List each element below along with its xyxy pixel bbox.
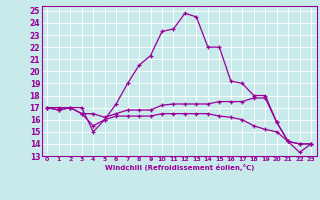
X-axis label: Windchill (Refroidissement éolien,°C): Windchill (Refroidissement éolien,°C) [105, 164, 254, 171]
